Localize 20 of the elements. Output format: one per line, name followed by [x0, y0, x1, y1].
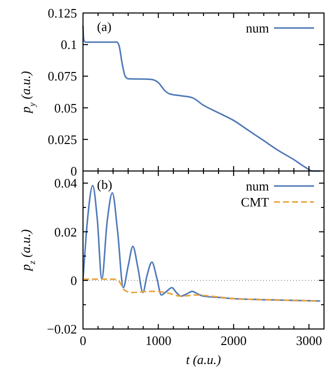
x-tick-label: 2000	[220, 333, 247, 348]
y-tick-label: 0.05	[54, 100, 77, 116]
x-tick-label: 1000	[145, 333, 172, 348]
y-tick-label: 0	[70, 164, 77, 178]
legend-label: num	[246, 178, 269, 194]
y-tick-label: 0.125	[48, 6, 77, 20]
x-tick-label: 3000	[296, 333, 322, 348]
y-tick-label: 0.075	[48, 68, 77, 84]
legend-label: CMT	[240, 194, 270, 210]
annotation: (b)	[97, 177, 112, 192]
line-series	[82, 278, 321, 302]
legend-label: num	[246, 20, 269, 36]
y-tick-label: 0.025	[48, 132, 77, 147]
annotation: (a)	[97, 19, 112, 34]
y-tick-label: 0	[70, 272, 77, 288]
y-tick-label: 0.04	[54, 176, 78, 191]
y-tick-label: −0.02	[46, 322, 77, 336]
y-tick-label: 0.02	[54, 224, 77, 240]
y-tick-label: 0.1	[60, 37, 77, 52]
x-axis-title: t (a.u.)	[186, 352, 222, 367]
